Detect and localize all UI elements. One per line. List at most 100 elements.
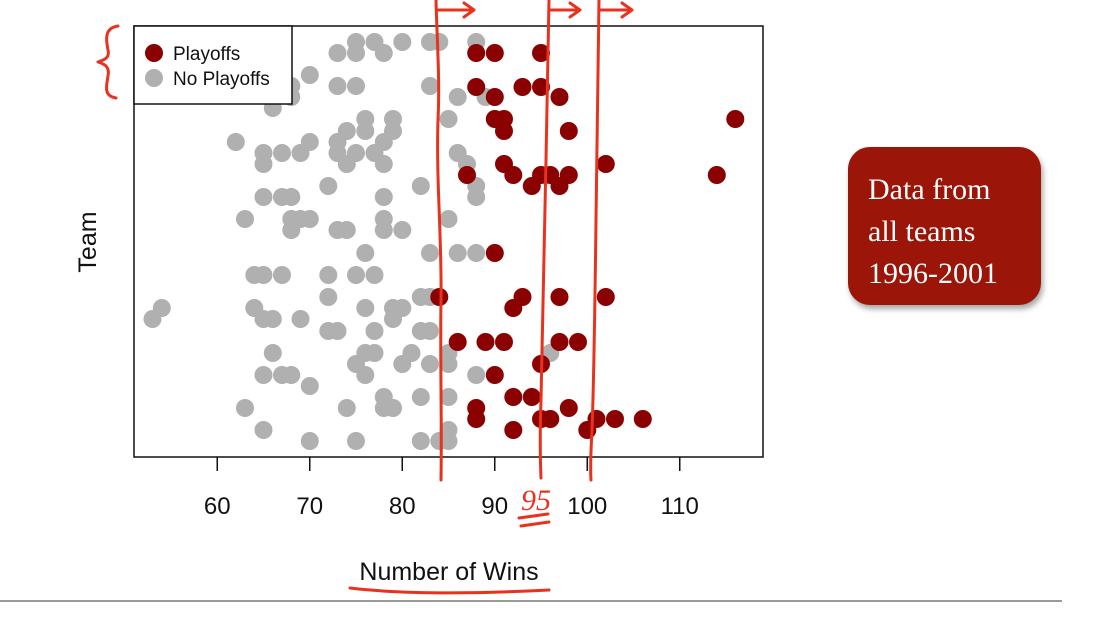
point-no-playoffs	[384, 310, 402, 328]
point-no-playoffs	[365, 322, 384, 340]
point-playoffs	[569, 333, 587, 351]
point-no-playoffs	[254, 421, 273, 439]
x-tick-label: 100	[567, 493, 607, 520]
point-no-playoffs	[300, 210, 319, 228]
point-no-playoffs	[439, 355, 458, 373]
point-no-playoffs	[365, 344, 384, 362]
point-no-playoffs	[337, 221, 356, 239]
point-playoffs	[485, 366, 504, 384]
point-playoffs	[495, 122, 513, 140]
callout-line-3: 1996-2001	[868, 257, 998, 290]
point-no-playoffs	[356, 366, 375, 384]
point-playoffs	[532, 44, 550, 62]
point-no-playoffs	[143, 310, 162, 328]
point-no-playoffs	[374, 221, 393, 239]
points-layer	[143, 33, 745, 450]
point-playoffs	[559, 122, 578, 140]
point-playoffs	[485, 88, 504, 106]
point-no-playoffs	[263, 344, 282, 362]
point-playoffs	[550, 177, 569, 195]
point-no-playoffs	[421, 77, 439, 95]
point-playoffs	[485, 44, 504, 62]
x-tick-label: 80	[389, 493, 416, 520]
bottom-rule	[0, 600, 1062, 602]
legend-label-no-playoffs: No Playoffs	[173, 69, 270, 90]
point-no-playoffs	[273, 144, 291, 162]
point-playoffs	[522, 177, 541, 195]
point-no-playoffs	[439, 110, 458, 128]
point-playoffs	[541, 410, 560, 428]
y-axis-title: Team	[74, 211, 102, 272]
point-playoffs	[504, 299, 523, 317]
point-playoffs	[559, 399, 578, 417]
point-no-playoffs	[319, 288, 338, 306]
point-no-playoffs	[347, 44, 365, 62]
point-no-playoffs	[393, 221, 412, 239]
point-playoffs	[467, 44, 486, 62]
callout-box: Data from all teams 1996-2001	[848, 147, 1041, 305]
x-tick-label: 90	[481, 493, 508, 520]
x-axis: 60 70 80 90 100 110	[204, 457, 699, 520]
point-no-playoffs	[300, 377, 319, 395]
point-no-playoffs	[236, 210, 254, 228]
point-playoffs	[504, 166, 523, 184]
callout-line-2: all teams	[868, 215, 976, 248]
point-playoffs	[467, 410, 486, 428]
ink-underline-95-b	[519, 520, 551, 528]
point-no-playoffs	[448, 88, 467, 106]
point-playoffs	[606, 410, 624, 428]
ink-underline-95-a	[517, 512, 550, 520]
point-no-playoffs	[226, 133, 245, 151]
point-no-playoffs	[374, 188, 393, 206]
point-no-playoffs	[448, 244, 467, 262]
point-playoffs	[532, 78, 550, 96]
x-tick-label: 70	[296, 493, 323, 520]
point-playoffs	[596, 288, 615, 306]
point-no-playoffs	[411, 177, 430, 195]
point-no-playoffs	[300, 432, 319, 450]
point-no-playoffs	[439, 388, 458, 406]
ink-underline-xlabel	[348, 586, 551, 595]
x-axis-title: Number of Wins	[359, 558, 538, 586]
point-playoffs	[448, 333, 467, 351]
point-no-playoffs	[393, 355, 412, 373]
legend-label-playoffs: Playoffs	[173, 44, 240, 65]
point-no-playoffs	[300, 66, 319, 84]
point-no-playoffs	[347, 77, 365, 95]
point-no-playoffs	[384, 399, 402, 417]
point-no-playoffs	[254, 366, 273, 384]
ink-annotations	[96, 0, 634, 595]
point-no-playoffs	[282, 221, 301, 239]
point-playoffs	[707, 166, 726, 184]
point-no-playoffs	[319, 177, 338, 195]
point-playoffs	[633, 410, 652, 428]
point-no-playoffs	[467, 244, 486, 262]
legend: Playoffs No Playoffs	[133, 25, 293, 105]
point-playoffs	[550, 333, 569, 351]
point-no-playoffs	[282, 366, 301, 384]
point-no-playoffs	[467, 188, 486, 206]
x-tick-label: 60	[204, 493, 231, 520]
point-no-playoffs	[411, 432, 430, 450]
legend-swatch-playoffs	[145, 44, 163, 62]
point-no-playoffs	[421, 355, 439, 373]
point-no-playoffs	[273, 266, 291, 284]
point-no-playoffs	[337, 399, 356, 417]
point-no-playoffs	[411, 388, 430, 406]
point-no-playoffs	[328, 44, 347, 62]
ink-arrow-100	[597, 1, 634, 19]
point-no-playoffs	[374, 44, 393, 62]
point-no-playoffs	[282, 188, 301, 206]
point-playoffs	[504, 388, 523, 406]
point-no-playoffs	[439, 210, 458, 228]
point-playoffs	[513, 78, 532, 96]
point-no-playoffs	[328, 77, 347, 95]
point-playoffs	[596, 155, 615, 173]
point-no-playoffs	[356, 122, 375, 140]
point-playoffs	[504, 421, 523, 439]
point-no-playoffs	[263, 310, 282, 328]
point-no-playoffs	[467, 366, 486, 384]
legend-box	[133, 25, 293, 105]
point-playoffs	[726, 110, 745, 128]
